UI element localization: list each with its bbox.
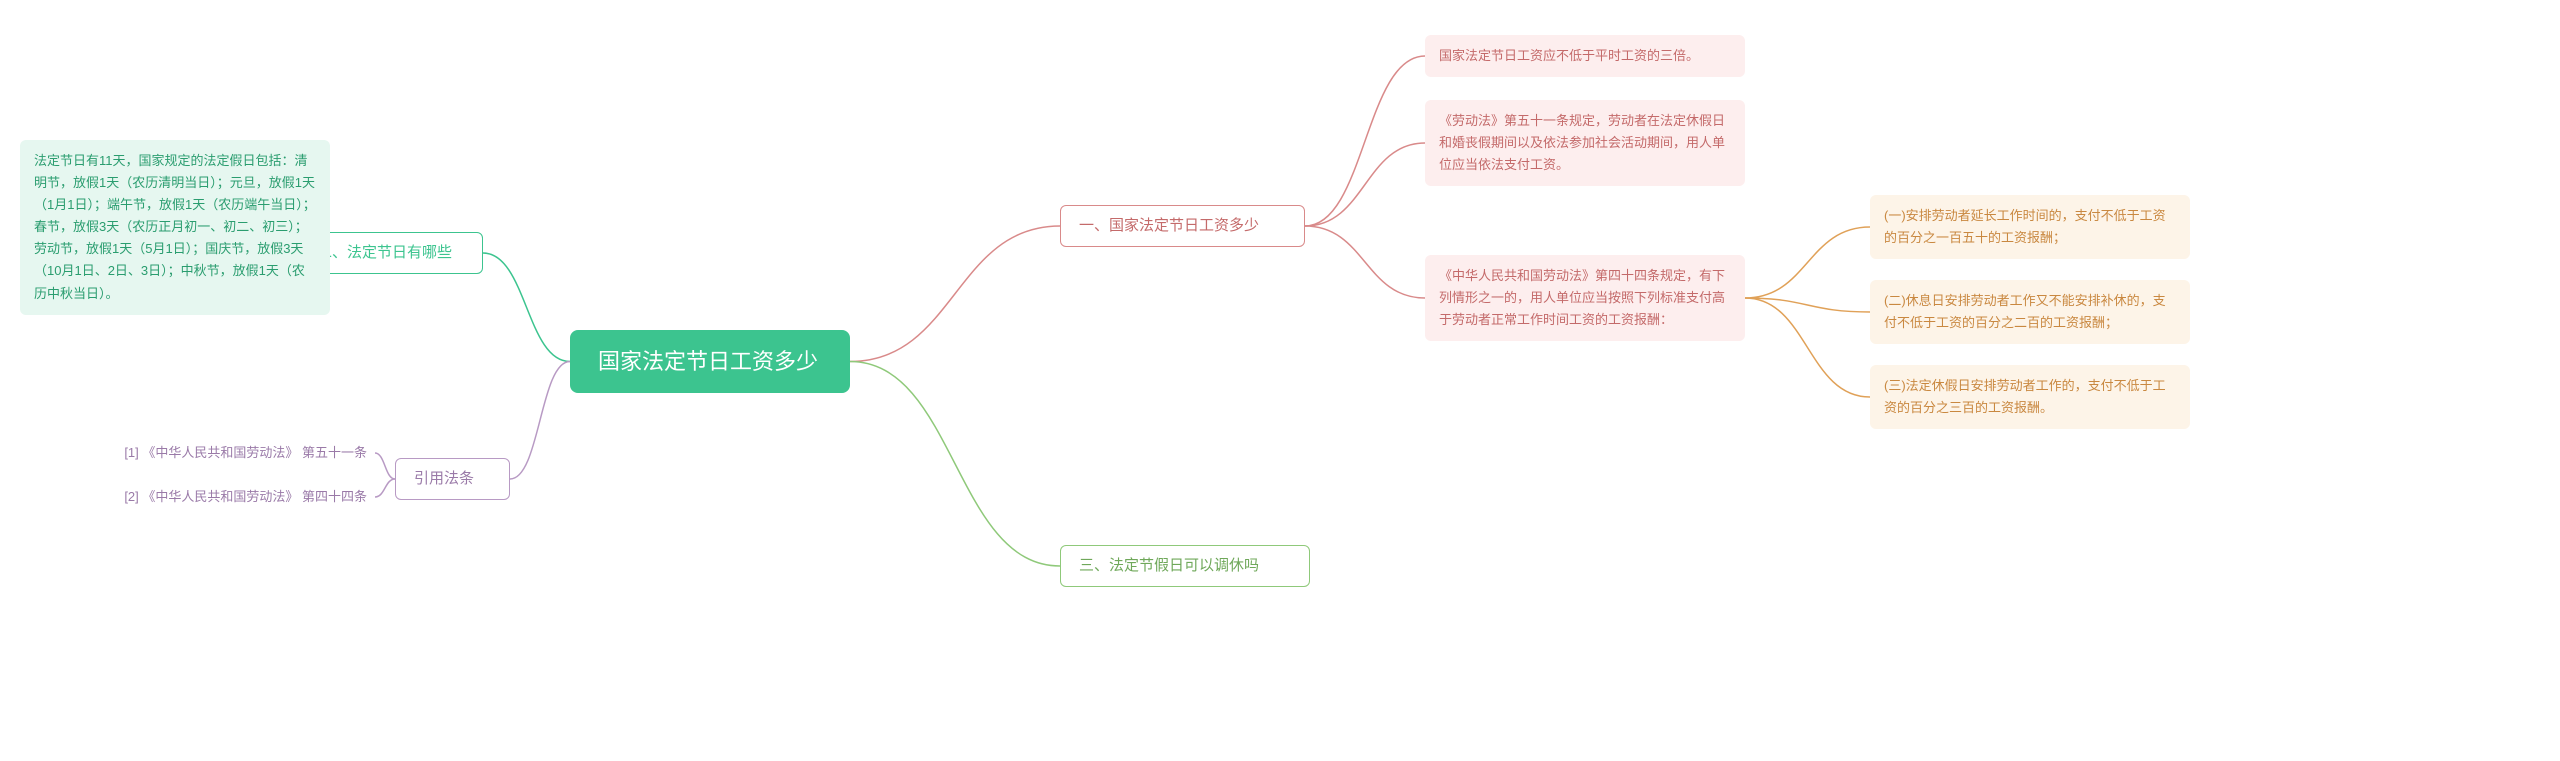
connector [1305, 56, 1425, 226]
leaf-b4-2: [2] 《中华人民共和国劳动法》 第四十四条 [110, 482, 375, 512]
connector [483, 253, 570, 362]
leaf-b1-3: 《中华人民共和国劳动法》第四十四条规定，有下列情形之一的，用人单位应当按照下列标… [1425, 255, 1745, 341]
leaf-b1-3-1: (一)安排劳动者延长工作时间的，支付不低于工资的百分之一百五十的工资报酬； [1870, 195, 2190, 259]
connector [850, 226, 1060, 362]
connector [1305, 226, 1425, 298]
connector [850, 362, 1060, 567]
connector [1745, 227, 1870, 298]
leaf-b1-2: 《劳动法》第五十一条规定，劳动者在法定休假日和婚丧假期间以及依法参加社会活动期间… [1425, 100, 1745, 186]
leaf-b2-1: 法定节日有11天，国家规定的法定假日包括：清明节，放假1天（农历清明当日）；元旦… [20, 140, 330, 315]
leaf-b4-1: [1] 《中华人民共和国劳动法》 第五十一条 [110, 438, 375, 468]
connector [375, 479, 395, 497]
branch-4[interactable]: 引用法条 [395, 458, 510, 500]
connector [1745, 298, 1870, 312]
connector [1305, 143, 1425, 226]
branch-3[interactable]: 三、法定节假日可以调休吗 [1060, 545, 1310, 587]
root-node[interactable]: 国家法定节日工资多少 [570, 330, 850, 393]
connector [1745, 298, 1870, 397]
leaf-b1-3-3: (三)法定休假日安排劳动者工作的，支付不低于工资的百分之三百的工资报酬。 [1870, 365, 2190, 429]
leaf-b1-1: 国家法定节日工资应不低于平时工资的三倍。 [1425, 35, 1745, 77]
leaf-b1-3-2: (二)休息日安排劳动者工作又不能安排补休的，支付不低于工资的百分之二百的工资报酬… [1870, 280, 2190, 344]
branch-1[interactable]: 一、国家法定节日工资多少 [1060, 205, 1305, 247]
connector [375, 453, 395, 479]
connector [510, 362, 570, 480]
